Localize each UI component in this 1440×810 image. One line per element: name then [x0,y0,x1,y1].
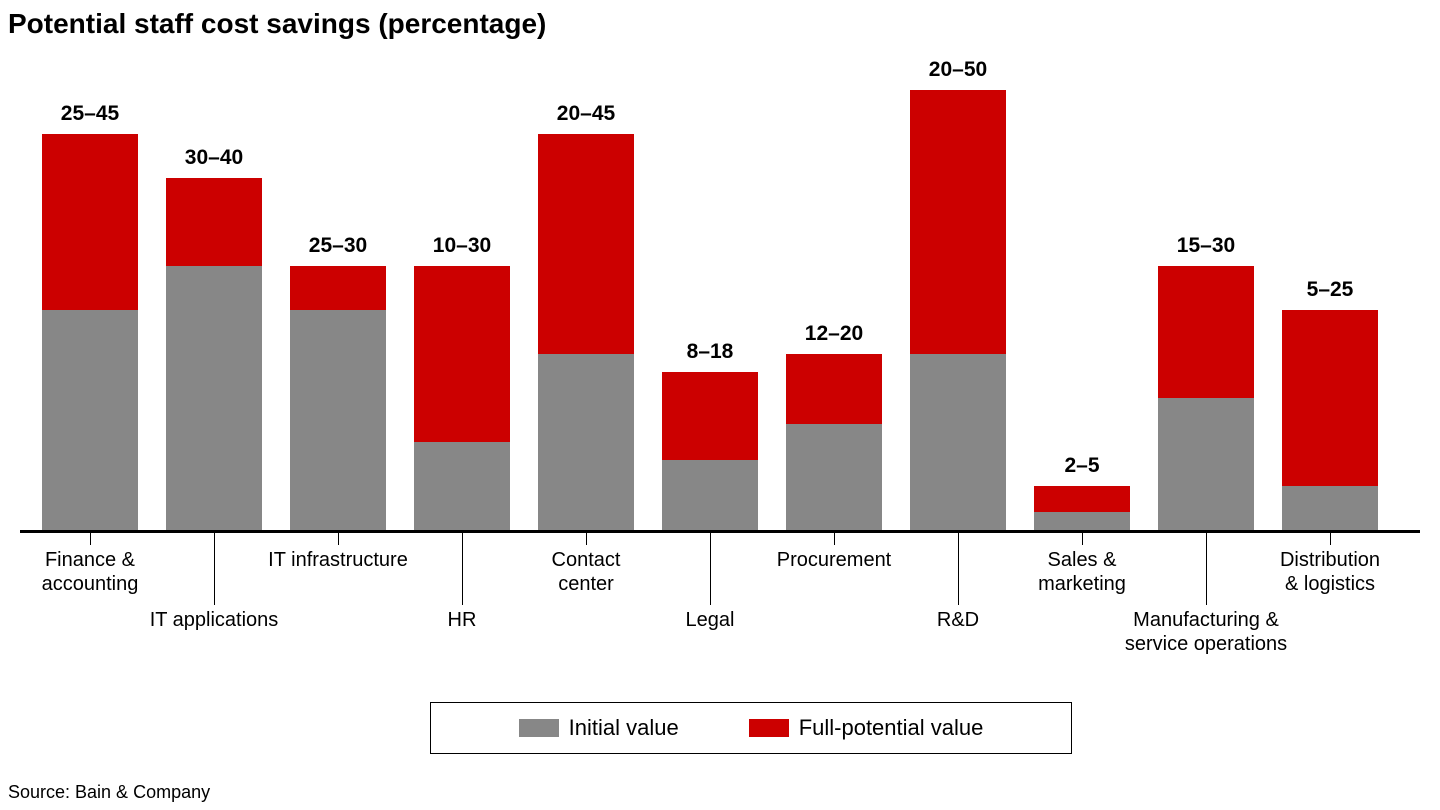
bar-segment-full [786,354,882,424]
bar-segment-full [1158,266,1254,398]
legend-item: Full-potential value [749,715,984,741]
category-tick [834,533,835,545]
bar-segment-initial [662,460,758,530]
bar-segment-initial [1282,486,1378,530]
category-tick [90,533,91,545]
bar-value-label: 15–30 [1158,234,1254,258]
bar-segment-full [538,134,634,354]
bar-segment-initial [166,266,262,530]
bar-value-label: 30–40 [166,146,262,170]
category-label: IT infrastructure [268,548,408,572]
category-tick [586,533,587,545]
bar: 10–30 [414,90,510,530]
category-label: Legal [686,608,735,632]
legend-label: Initial value [569,715,679,741]
bar-segment-full [662,372,758,460]
bar-segment-initial [1034,512,1130,530]
category-label: Manufacturing &service operations [1125,608,1287,656]
bar-value-label: 12–20 [786,322,882,346]
bar-segment-full [910,90,1006,354]
bar-segment-full [42,134,138,310]
bar-value-label: 25–45 [42,102,138,126]
bar-segment-initial [538,354,634,530]
legend-swatch [749,719,789,737]
category-label: Finance &accounting [42,548,139,596]
bar: 5–25 [1282,90,1378,530]
bar-value-label: 2–5 [1034,454,1130,478]
category-tick [462,533,463,605]
bar: 25–45 [42,90,138,530]
bar: 2–5 [1034,90,1130,530]
bar: 25–30 [290,90,386,530]
legend-label: Full-potential value [799,715,984,741]
bar: 20–45 [538,90,634,530]
bar-value-label: 20–50 [910,58,1006,82]
source-attribution: Source: Bain & Company [8,782,210,803]
bar: 12–20 [786,90,882,530]
category-label: IT applications [150,608,279,632]
bar-segment-full [290,266,386,310]
bar-segment-initial [290,310,386,530]
bar: 30–40 [166,90,262,530]
category-tick [1330,533,1331,545]
bar-segment-initial [910,354,1006,530]
chart-container: Potential staff cost savings (percentage… [0,0,1440,810]
bar-segment-full [1034,486,1130,512]
category-tick [1206,533,1207,605]
bar-segment-initial [414,442,510,530]
bar: 20–50 [910,90,1006,530]
bar-segment-full [414,266,510,442]
bar-value-label: 5–25 [1282,278,1378,302]
bar-value-label: 25–30 [290,234,386,258]
bar: 15–30 [1158,90,1254,530]
x-axis-baseline [20,530,1420,533]
category-label: Distribution& logistics [1280,548,1380,596]
bar-segment-initial [786,424,882,530]
category-label: Procurement [777,548,892,572]
category-label: Contactcenter [552,548,621,596]
bar: 8–18 [662,90,758,530]
category-label: R&D [937,608,979,632]
legend-item: Initial value [519,715,679,741]
chart-title: Potential staff cost savings (percentage… [8,8,546,40]
bar-segment-initial [1158,398,1254,530]
bar-value-label: 20–45 [538,102,634,126]
bar-value-label: 10–30 [414,234,510,258]
bar-value-label: 8–18 [662,340,758,364]
category-label: HR [448,608,477,632]
category-tick [338,533,339,545]
category-tick [958,533,959,605]
legend-swatch [519,719,559,737]
category-tick [214,533,215,605]
plot-area: 25–45 30–40 25–30 10–30 20–45 8–18 12–20 20–50 2… [20,90,1420,530]
category-tick [710,533,711,605]
category-label: Sales &marketing [1038,548,1126,596]
bar-segment-initial [42,310,138,530]
bar-segment-full [166,178,262,266]
bar-segment-full [1282,310,1378,486]
category-tick [1082,533,1083,545]
legend: Initial value Full-potential value [430,702,1072,754]
